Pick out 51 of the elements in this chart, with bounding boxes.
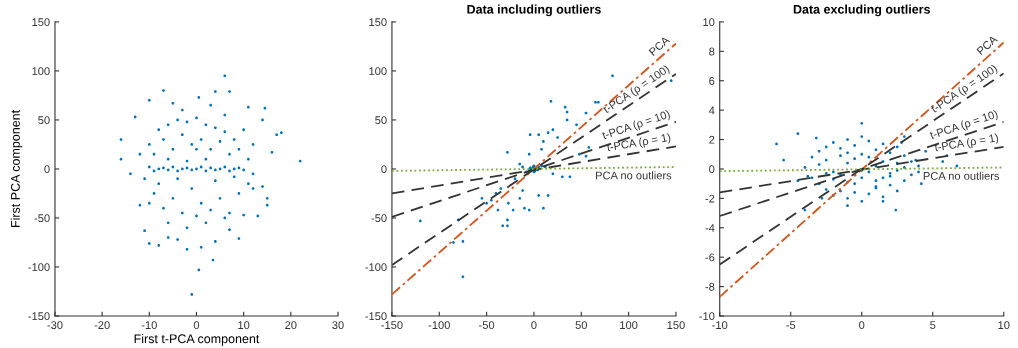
chart-title: Data including outliers [467,4,601,17]
series-label: PCA no outliers [923,171,1000,180]
x-tick-label: -50 [479,321,495,330]
y-tick-label: -50 [34,214,50,223]
y-tick-label: 10 [703,18,715,27]
y-tick-label: -2 [705,194,715,203]
x-tick-label: 20 [285,321,297,330]
x-tick-label: 10 [238,321,250,330]
y-tick-label: 2 [709,135,715,144]
y-tick-label: 100 [369,67,387,76]
series-label: PCA no outliers [596,171,672,180]
x-tick-label: 0 [193,321,200,330]
x-axis-title: First t-PCA component [134,333,260,346]
x-tick-label: -20 [94,321,110,330]
y-tick-label: 50 [375,116,387,125]
x-tick-label: -100 [428,321,450,330]
x-tick-label: -150 [381,321,403,330]
y-tick-label: -150 [365,312,387,321]
y-tick-label: 0 [709,165,715,174]
y-tick-label: -100 [28,263,50,272]
y-tick-label: 100 [32,67,50,76]
x-tick-label: 0 [531,321,537,330]
x-tick-label: 10 [998,321,1010,330]
x-tick-label: 100 [620,321,638,330]
x-tick-label: 0 [859,321,865,330]
y-tick-label: 0 [381,165,387,174]
x-tick-label: 5 [930,321,936,330]
y-tick-label: 150 [32,18,50,27]
x-tick-label: 30 [332,321,344,330]
y-tick-label: 150 [369,18,387,27]
chart-title: Data excluding outliers [793,4,930,17]
text: PCA [648,35,671,56]
y-tick-label: -150 [28,312,50,321]
y-tick-label: 50 [38,116,50,125]
x-tick-label: 150 [667,321,685,330]
y-tick-label: -100 [365,263,387,272]
y-tick-label: -4 [705,224,715,232]
x-tick-label: -5 [786,321,796,330]
y-tick-label: -50 [371,214,387,223]
text: PCA [976,34,999,56]
x-tick-label: -30 [47,321,63,330]
y-tick-label: -8 [705,282,715,291]
x-tick-label: 50 [575,321,588,330]
y-tick-label: 0 [44,165,50,174]
y-tick-label: 8 [709,47,715,56]
y-tick-label: -6 [705,253,715,262]
y-tick-label: -10 [699,312,715,321]
y-axis-title: First PCA component [10,109,23,227]
x-tick-label: -10 [141,321,157,330]
y-tick-label: 4 [708,106,715,115]
y-tick-label: 6 [709,77,715,85]
